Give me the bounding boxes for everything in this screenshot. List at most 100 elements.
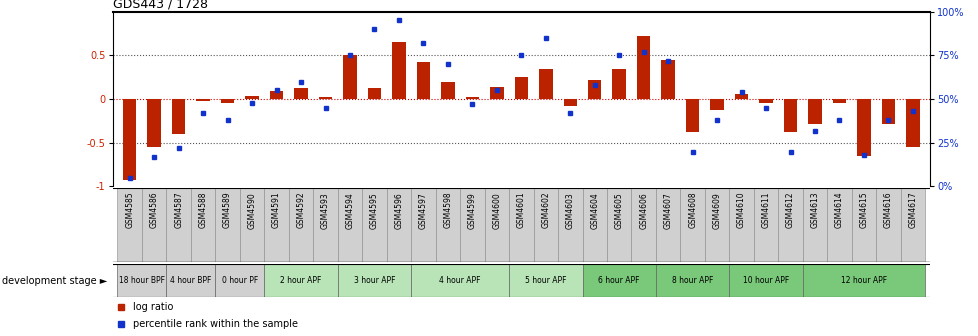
Text: GSM4603: GSM4603 [565,192,574,228]
Bar [832,99,845,103]
Bar [466,97,478,99]
Bar [906,99,918,147]
Text: GSM4617: GSM4617 [908,192,916,228]
Bar [490,87,503,99]
Bar [851,188,875,262]
Text: GSM4608: GSM4608 [688,192,696,228]
Bar [417,62,429,99]
Bar [704,188,729,262]
Bar [166,264,215,297]
Text: 2 hour APF: 2 hour APF [280,276,322,285]
Bar [826,188,851,262]
Text: GSM4588: GSM4588 [199,192,207,228]
Bar [117,188,142,262]
Bar [362,188,386,262]
Bar [539,69,552,99]
Text: GSM4595: GSM4595 [370,192,378,228]
Text: GSM4615: GSM4615 [859,192,867,228]
Bar [337,264,411,297]
Text: GDS443 / 1728: GDS443 / 1728 [112,0,207,11]
Bar [197,99,209,101]
Text: 5 hour APF: 5 hour APF [524,276,566,285]
Text: GSM4597: GSM4597 [419,192,427,228]
Text: GSM4587: GSM4587 [174,192,183,228]
Text: GSM4611: GSM4611 [761,192,770,228]
Text: GSM4599: GSM4599 [467,192,476,228]
Bar [557,188,582,262]
Bar [460,188,484,262]
Text: GSM4605: GSM4605 [614,192,623,228]
Text: GSM4607: GSM4607 [663,192,672,228]
Text: GSM4606: GSM4606 [639,192,647,228]
Text: 8 hour APF: 8 hour APF [671,276,713,285]
Bar [729,188,753,262]
Bar [533,188,557,262]
Bar [759,99,772,103]
Text: GSM4613: GSM4613 [810,192,819,228]
Bar [612,69,625,99]
Bar [411,188,435,262]
Text: log ratio: log ratio [133,302,173,312]
Text: 4 hour BPF: 4 hour BPF [170,276,211,285]
Bar [294,88,307,99]
Bar [221,99,234,102]
Text: development stage ►: development stage ► [2,276,108,286]
Bar [411,264,509,297]
Bar [802,264,924,297]
Text: GSM4593: GSM4593 [321,192,330,228]
Text: GSM4598: GSM4598 [443,192,452,228]
Bar [392,42,405,99]
Bar [386,188,411,262]
Bar [857,99,869,156]
Bar [734,94,747,99]
Bar [686,99,698,132]
Bar [729,264,802,297]
Bar [514,77,527,99]
Text: GSM4610: GSM4610 [736,192,745,228]
Text: GSM4594: GSM4594 [345,192,354,228]
Text: GSM4589: GSM4589 [223,192,232,228]
Bar [808,99,821,124]
Text: GSM4591: GSM4591 [272,192,281,228]
Bar [582,188,606,262]
Bar [661,60,674,99]
Bar [753,188,778,262]
Bar [166,188,191,262]
Bar [240,188,264,262]
Bar [264,188,289,262]
Text: 3 hour APF: 3 hour APF [353,276,395,285]
Text: GSM4609: GSM4609 [712,192,721,228]
Bar [655,264,729,297]
Text: GSM4616: GSM4616 [883,192,892,228]
Bar [245,96,258,99]
Bar [117,264,166,297]
Text: 4 hour APF: 4 hour APF [439,276,480,285]
Text: 12 hour APF: 12 hour APF [840,276,886,285]
Bar [509,188,533,262]
Bar [172,99,185,134]
Text: GSM4602: GSM4602 [541,192,550,228]
Text: GSM4590: GSM4590 [247,192,256,228]
Bar [783,99,796,132]
Bar [215,264,264,297]
Bar [509,264,582,297]
Bar [563,99,576,106]
Bar [655,188,680,262]
Text: percentile rank within the sample: percentile rank within the sample [133,319,297,329]
Bar [148,99,160,147]
Text: 10 hour APF: 10 hour APF [742,276,788,285]
Bar [875,188,900,262]
Text: GSM4592: GSM4592 [296,192,305,228]
Bar [191,188,215,262]
Text: 6 hour APF: 6 hour APF [598,276,640,285]
Bar [778,188,802,262]
Bar [289,188,313,262]
Bar [343,55,356,99]
Bar [441,82,454,99]
Bar [680,188,704,262]
Bar [319,97,332,99]
Bar [142,188,166,262]
Text: GSM4586: GSM4586 [150,192,158,228]
Bar [588,80,600,99]
Bar [123,99,136,180]
